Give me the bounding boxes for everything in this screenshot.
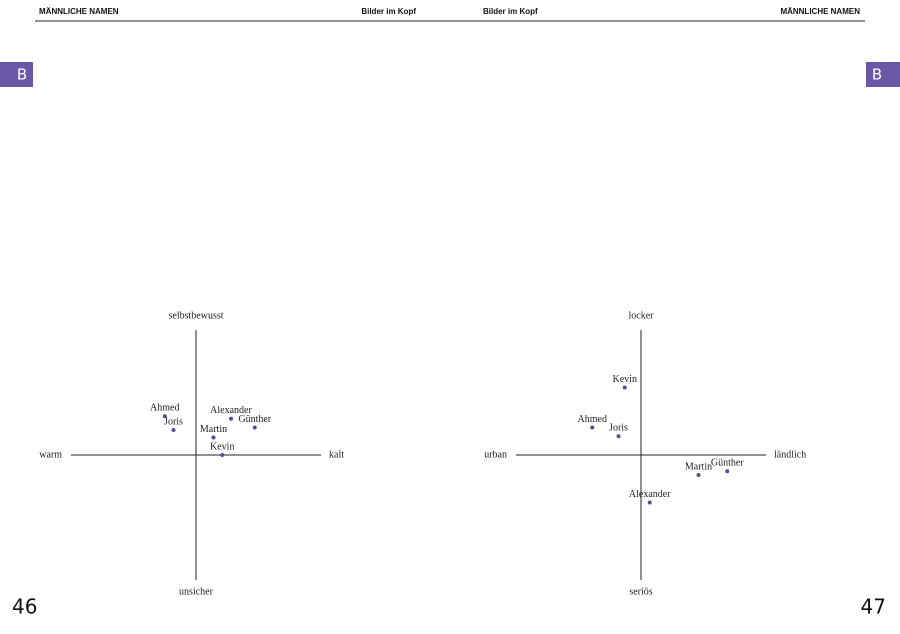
point-label: Martin bbox=[685, 461, 712, 472]
point bbox=[622, 385, 627, 390]
page-number: 47 bbox=[861, 595, 886, 619]
title-right: Bilder im Kopf bbox=[483, 7, 538, 16]
axis-label: seriös bbox=[629, 586, 652, 597]
point-label: Joris bbox=[164, 416, 183, 427]
point-label: Günther bbox=[711, 458, 744, 469]
point-label: Alexander bbox=[629, 489, 671, 500]
title-left: Bilder im Kopf bbox=[361, 7, 416, 16]
point-label: Günther bbox=[238, 414, 271, 425]
axis-label: locker bbox=[629, 310, 655, 321]
page-number: 46 bbox=[12, 595, 37, 619]
point bbox=[725, 469, 730, 474]
point-label: Kevin bbox=[613, 374, 637, 385]
point-label: Alexander bbox=[210, 405, 252, 416]
tab-label: B bbox=[17, 66, 27, 84]
point-label: Ahmed bbox=[150, 403, 179, 414]
axis-label: unsicher bbox=[179, 586, 214, 597]
tab-right bbox=[866, 62, 900, 87]
section-left: MÄNNLICHE NAMEN bbox=[39, 7, 119, 16]
point bbox=[647, 500, 652, 505]
point-label: Joris bbox=[609, 423, 628, 434]
axis-label: urban bbox=[484, 449, 507, 460]
point bbox=[252, 425, 257, 430]
axis-label: ländlich bbox=[774, 449, 806, 460]
point bbox=[696, 473, 701, 477]
tab-left bbox=[0, 62, 33, 87]
point bbox=[220, 453, 225, 457]
point-label: Ahmed bbox=[578, 414, 607, 425]
point bbox=[229, 416, 233, 421]
axis-label: kalt bbox=[329, 449, 344, 460]
axis-label: warm bbox=[39, 449, 62, 460]
point bbox=[211, 435, 216, 440]
axis-label: selbstbewusst bbox=[169, 310, 224, 321]
point-label: Kevin bbox=[210, 441, 234, 452]
point bbox=[616, 434, 621, 439]
tab-label: B bbox=[872, 66, 882, 84]
point bbox=[590, 425, 595, 430]
section-right: MÄNNLICHE NAMEN bbox=[780, 7, 860, 16]
point-label: Martin bbox=[200, 424, 227, 435]
point bbox=[171, 428, 176, 432]
point bbox=[162, 414, 167, 419]
